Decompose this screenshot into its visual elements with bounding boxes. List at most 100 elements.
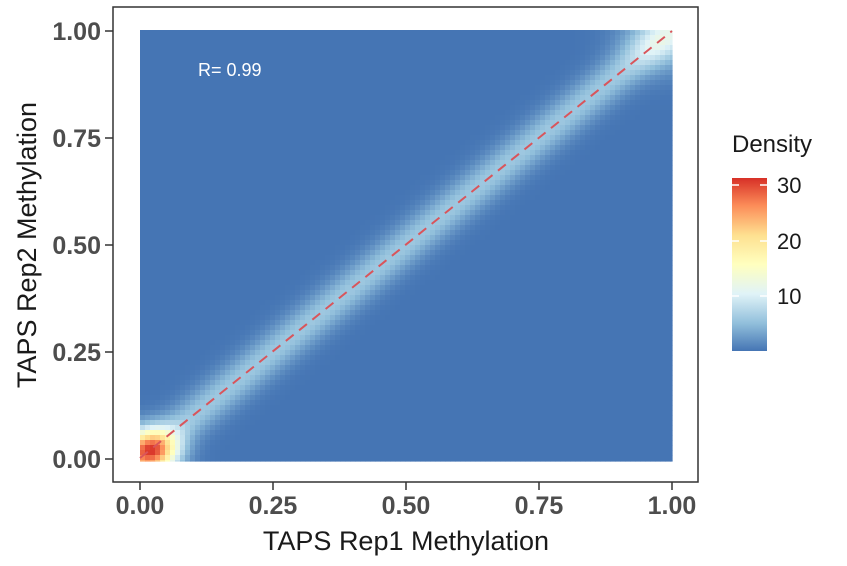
heatmap-cell	[420, 60, 426, 66]
heatmap-cell	[550, 160, 556, 166]
heatmap-cell	[240, 105, 246, 111]
heatmap-cell	[280, 230, 286, 236]
heatmap-cell	[440, 220, 446, 226]
heatmap-cell	[160, 45, 166, 51]
heatmap-cell	[185, 65, 191, 71]
heatmap-cell	[505, 220, 511, 226]
heatmap-cell	[580, 215, 586, 221]
heatmap-cell	[245, 225, 251, 231]
heatmap-cell	[315, 90, 321, 96]
heatmap-cell	[345, 210, 351, 216]
heatmap-cell	[425, 30, 431, 36]
heatmap-cell	[425, 40, 431, 46]
heatmap-cell	[540, 180, 546, 186]
heatmap-cell	[335, 55, 341, 61]
heatmap-cell	[550, 50, 556, 56]
heatmap-cell	[180, 40, 186, 46]
heatmap-cell	[480, 210, 486, 216]
heatmap-cell	[650, 205, 656, 211]
heatmap-cell	[590, 70, 596, 76]
heatmap-cell	[350, 240, 356, 246]
heatmap-cell	[250, 120, 256, 126]
heatmap-cell	[410, 190, 416, 196]
heatmap-cell	[365, 165, 371, 171]
heatmap-cell	[320, 150, 326, 156]
heatmap-cell	[335, 185, 341, 191]
heatmap-cell	[345, 260, 351, 266]
heatmap-cell	[190, 235, 196, 241]
heatmap-cell	[265, 250, 271, 256]
heatmap-cell	[630, 90, 636, 96]
heatmap-cell	[540, 160, 546, 166]
heatmap-cell	[190, 50, 196, 56]
heatmap-cell	[575, 130, 581, 136]
heatmap-cell	[200, 130, 206, 136]
heatmap-cell	[590, 165, 596, 171]
heatmap-cell	[310, 235, 316, 241]
heatmap-cell	[425, 260, 431, 266]
heatmap-cell	[380, 220, 386, 226]
heatmap-cell	[365, 220, 371, 226]
heatmap-cell	[440, 230, 446, 236]
heatmap-cell	[265, 95, 271, 101]
heatmap-cell	[345, 150, 351, 156]
heatmap-cell	[510, 195, 516, 201]
heatmap-cell	[480, 250, 486, 256]
heatmap-cell	[655, 225, 661, 231]
heatmap-cell	[535, 110, 541, 116]
heatmap-cell	[325, 255, 331, 261]
heatmap-cell	[495, 200, 501, 206]
heatmap-cell	[470, 115, 476, 121]
heatmap-cell	[230, 210, 236, 216]
heatmap-cell	[520, 55, 526, 61]
heatmap-cell	[170, 250, 176, 256]
heatmap-cell	[600, 205, 606, 211]
heatmap-cell	[615, 180, 621, 186]
heatmap-cell	[230, 200, 236, 206]
heatmap-cell	[550, 85, 556, 91]
heatmap-cell	[235, 105, 241, 111]
heatmap-cell	[640, 120, 646, 126]
heatmap-cell	[160, 50, 166, 56]
heatmap-cell	[555, 75, 561, 81]
heatmap-cell	[610, 60, 616, 66]
heatmap-cell	[220, 115, 226, 121]
heatmap-cell	[165, 50, 171, 56]
heatmap-cell	[665, 105, 671, 111]
heatmap-cell	[515, 105, 521, 111]
heatmap-cell	[195, 150, 201, 156]
heatmap-cell	[200, 105, 206, 111]
heatmap-cell	[555, 40, 561, 46]
heatmap-cell	[310, 180, 316, 186]
heatmap-cell	[270, 220, 276, 226]
heatmap-cell	[565, 155, 571, 161]
heatmap-cell	[610, 95, 616, 101]
heatmap-cell	[185, 135, 191, 141]
heatmap-cell	[355, 105, 361, 111]
heatmap-cell	[375, 55, 381, 61]
heatmap-cell	[585, 80, 591, 86]
heatmap-cell	[405, 165, 411, 171]
heatmap-cell	[445, 155, 451, 161]
heatmap-cell	[400, 230, 406, 236]
heatmap-cell	[140, 185, 146, 191]
heatmap-cell	[665, 75, 671, 81]
heatmap-cell	[415, 125, 421, 131]
heatmap-cell	[515, 200, 521, 206]
heatmap-cell	[160, 130, 166, 136]
heatmap-cell	[340, 125, 346, 131]
heatmap-cell	[325, 140, 331, 146]
heatmap-cell	[340, 210, 346, 216]
heatmap-cell	[295, 225, 301, 231]
heatmap-cell	[465, 135, 471, 141]
heatmap-cell	[275, 240, 281, 246]
heatmap-cell	[485, 55, 491, 61]
heatmap-cell	[665, 115, 671, 121]
heatmap-cell	[585, 145, 591, 151]
heatmap-cell	[260, 105, 266, 111]
heatmap-cell	[510, 150, 516, 156]
heatmap-cell	[670, 220, 673, 226]
heatmap-cell	[280, 140, 286, 146]
heatmap-cell	[635, 185, 641, 191]
heatmap-cell	[470, 150, 476, 156]
